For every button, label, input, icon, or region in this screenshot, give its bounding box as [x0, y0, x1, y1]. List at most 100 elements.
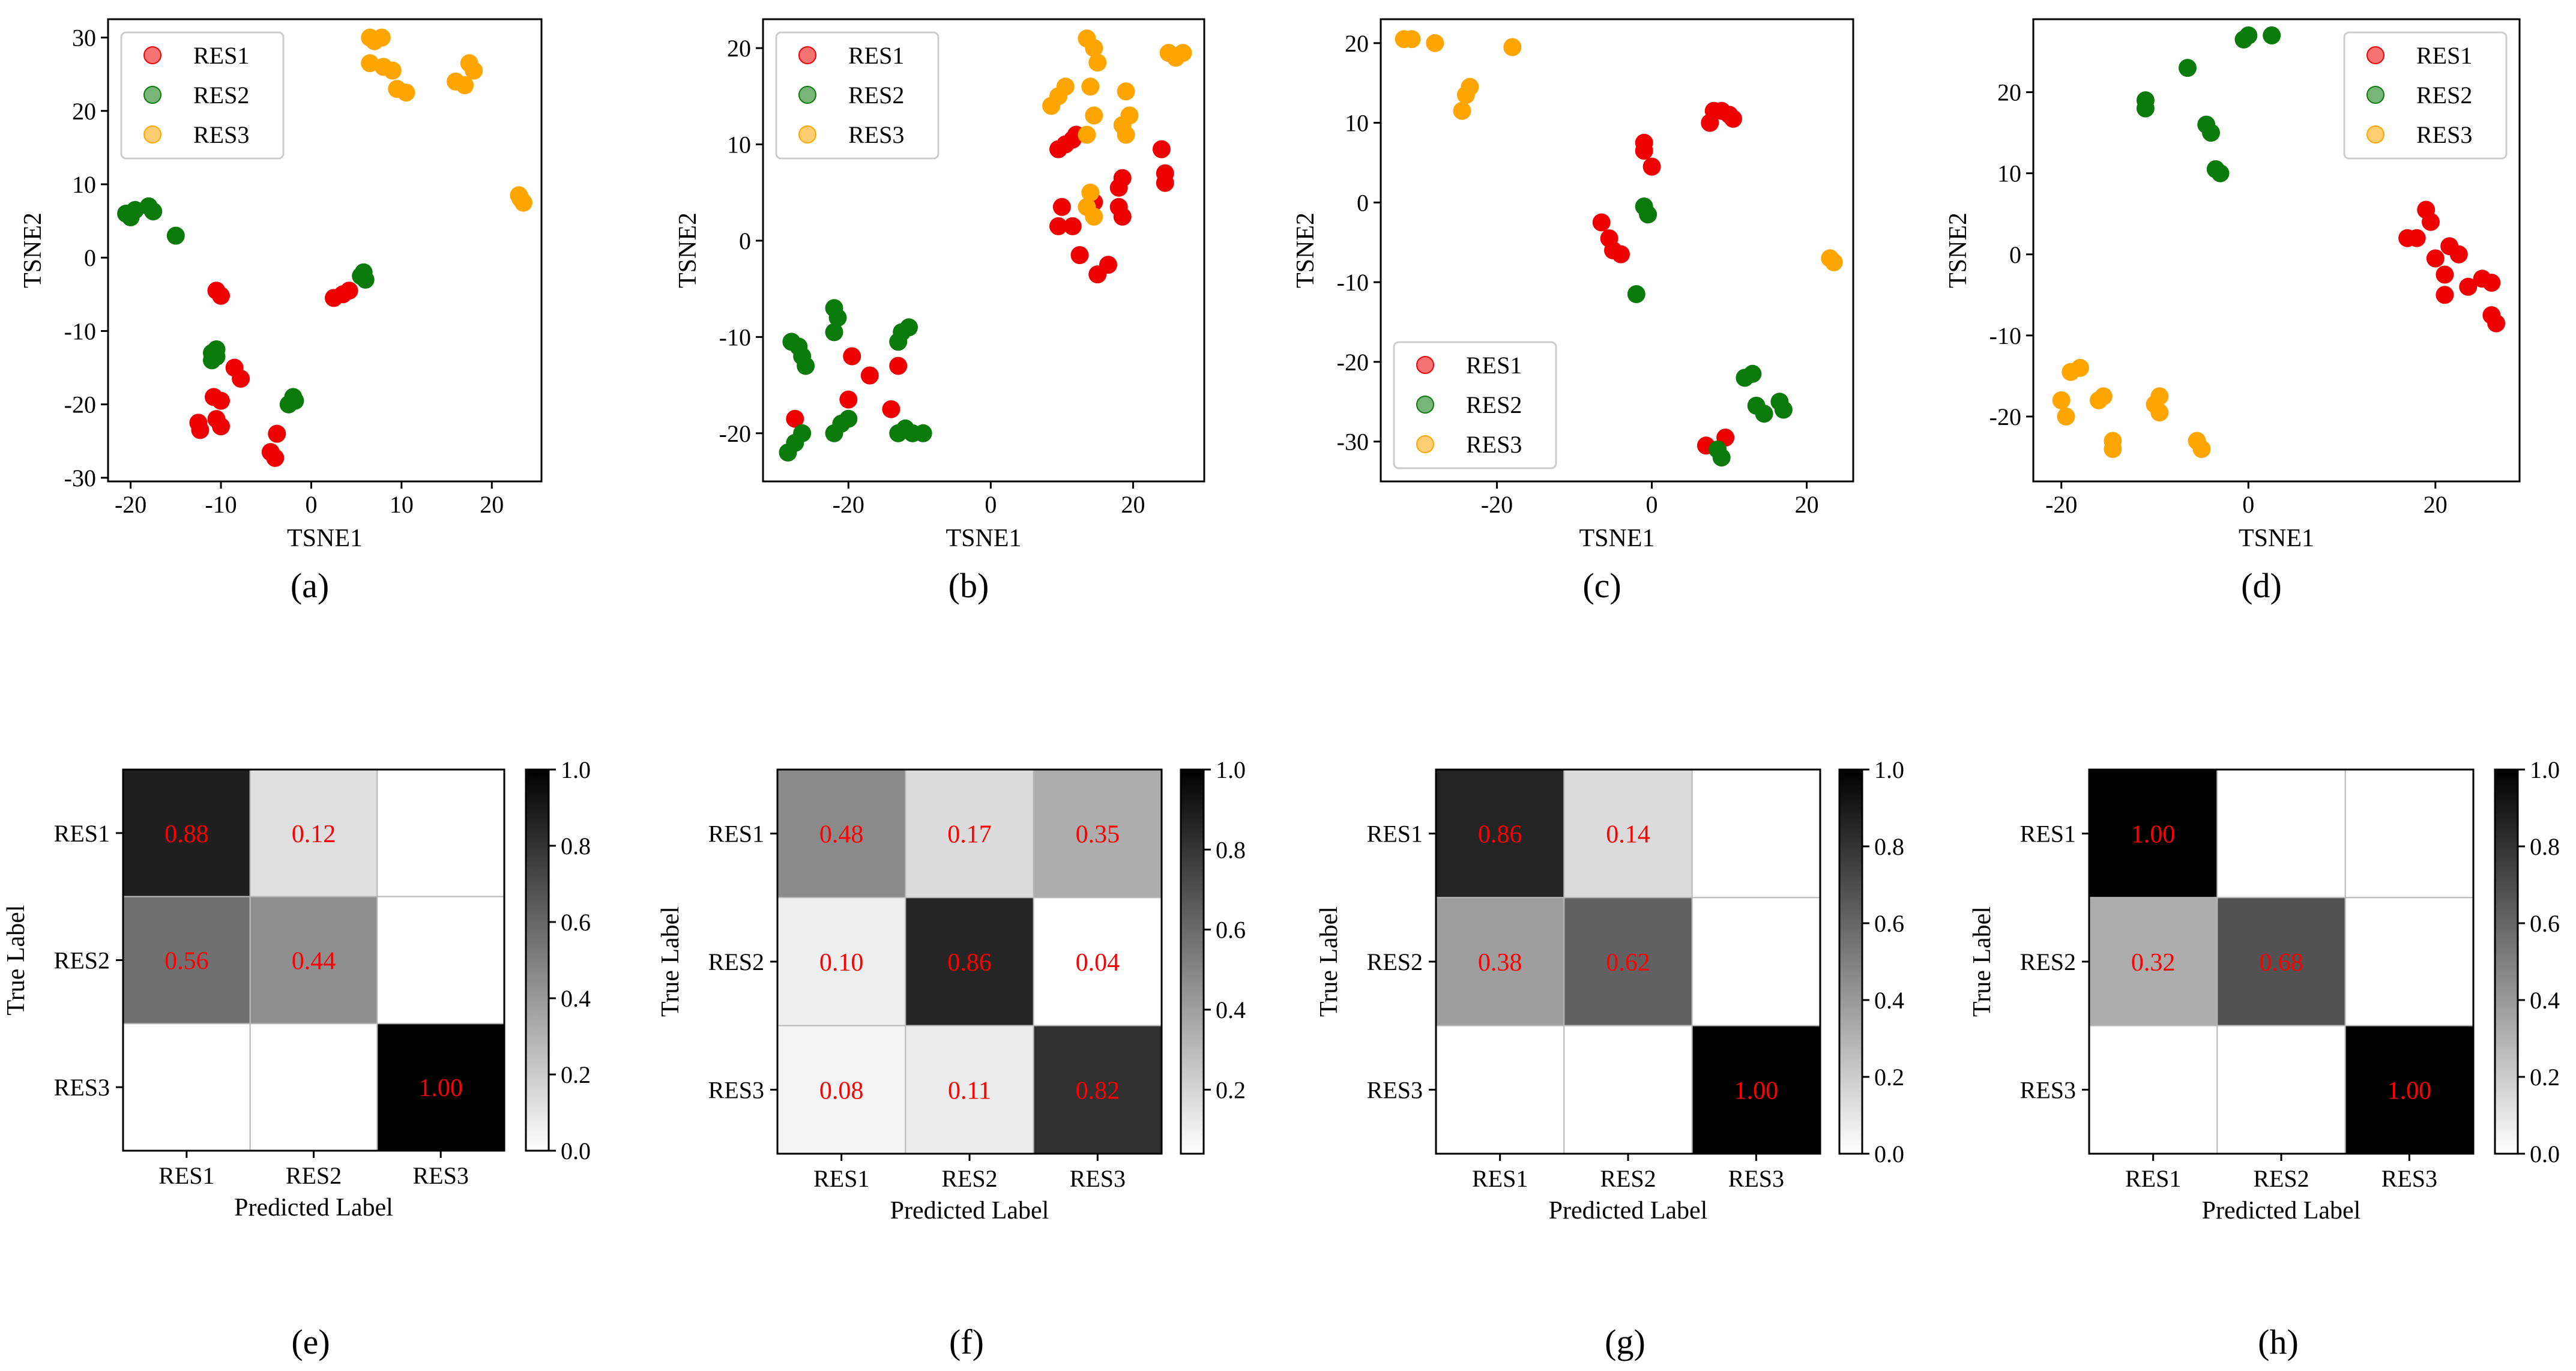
legend-marker-res2: [143, 86, 161, 104]
matrix-cell-value: 0.10: [819, 949, 864, 977]
y-axis-label: True Label: [1315, 906, 1343, 1017]
matrix-cell-value: 1.00: [418, 1074, 463, 1102]
scatter-point-res1: [1113, 207, 1132, 226]
x-tick-label: RES3: [2381, 1165, 2437, 1192]
scatter-point-res1: [1635, 142, 1653, 160]
legend-marker-res3: [798, 125, 816, 143]
legend-label: RES3: [1466, 431, 1522, 458]
colorbar-tick-label: 0.2: [1216, 1076, 1246, 1103]
scatter-point-res2: [1639, 205, 1658, 224]
x-axis-label: TSNE1: [287, 525, 363, 552]
legend: RES1 RES2 RES3: [120, 31, 285, 160]
colorbar-tick-label: 1.0: [1216, 756, 1246, 783]
y-tick-label: 0: [739, 227, 751, 255]
matrix-cell-value: 0.32: [2131, 949, 2176, 977]
colorbar-tick-label: 0.6: [1216, 917, 1246, 944]
matrix-cell: [376, 769, 505, 897]
y-tick-label: RES2: [708, 948, 764, 975]
matrix-cell: [376, 1023, 505, 1152]
scatter-point-res1: [212, 286, 230, 305]
x-tick-label: -20: [833, 491, 864, 518]
scatter-point-res3: [1085, 207, 1103, 226]
x-tick-label: RES1: [158, 1162, 214, 1189]
matrix-cell: [1435, 769, 1565, 899]
colorbar-tick-label: 0.8: [561, 833, 591, 860]
colorbar: [1180, 768, 1205, 1155]
matrix-cell: [249, 1023, 378, 1152]
scatter-point-res2: [797, 357, 815, 375]
scatter-point-res2: [207, 340, 226, 358]
matrix-cell: [1691, 769, 1821, 899]
y-tick-label: RES3: [54, 1074, 110, 1101]
scatter-point-res1: [1612, 245, 1630, 264]
y-tick-label: RES3: [1367, 1076, 1423, 1103]
x-tick-label: RES1: [2125, 1165, 2181, 1192]
matrix-cell: [2344, 897, 2475, 1026]
legend-marker-res1: [798, 46, 816, 64]
scatter-point-res3: [2150, 387, 2169, 406]
x-tick-label: RES1: [813, 1165, 869, 1192]
scatter-point-res1: [1063, 217, 1082, 235]
matrix-cell: [777, 769, 906, 899]
scatter-point-res1: [1070, 246, 1089, 264]
colorbar: [525, 768, 550, 1152]
scatter-point-res3: [456, 76, 474, 94]
y-tick-label: 20: [72, 98, 96, 125]
matrix-cell: [122, 769, 251, 897]
scatter-point-res3: [465, 61, 483, 80]
x-tick-label: 20: [1795, 491, 1819, 518]
y-tick-label: -10: [64, 318, 96, 345]
y-tick-label: RES3: [708, 1076, 764, 1103]
matrix-cell: [1563, 1025, 1693, 1154]
colorbar: [2494, 768, 2519, 1155]
legend-label: RES2: [1466, 391, 1522, 418]
scatter-point-res1: [1724, 109, 1742, 128]
scatter-point-res3: [1461, 77, 1479, 96]
y-tick-label: 0: [84, 244, 96, 271]
matrix-cell-value: 0.38: [1478, 949, 1522, 977]
colorbar-tick-label: 0.4: [1874, 987, 1904, 1014]
scatter-point-res2: [2263, 26, 2281, 44]
matrix-cell: [2216, 897, 2346, 1026]
legend-label: RES2: [848, 82, 904, 109]
matrix-cell: [376, 896, 505, 1025]
y-tick-label: RES1: [54, 820, 110, 847]
colorbar-tick-label: 0.4: [2530, 987, 2560, 1014]
matrix-cell-value: 0.11: [948, 1077, 991, 1104]
scatter-point-res2: [166, 226, 185, 245]
panel-caption: (e): [291, 1322, 330, 1361]
scatter-point-res1: [1113, 169, 1132, 187]
y-tick-label: RES1: [1367, 821, 1423, 848]
legend-label: RES2: [2416, 82, 2472, 109]
legend: RES1 RES2 RES3: [2343, 31, 2508, 160]
scatter-points: [2052, 26, 2506, 458]
matrix-cell-value: 0.56: [164, 948, 209, 975]
y-tick-label: -20: [1989, 403, 2021, 430]
y-axis-label: TSNE2: [1944, 212, 1972, 288]
matrix-cell-value: 0.82: [1076, 1077, 1120, 1104]
y-tick-label: 20: [727, 35, 751, 62]
colorbar-tick-label: 0.6: [1874, 910, 1904, 937]
scatter-point-res3: [1081, 183, 1100, 202]
x-axis-label: TSNE1: [946, 525, 1022, 552]
scatter-panel-d: -20 0 20 -20 -10 0 10 20 TSNE1 TSNE2 RES1 RES2 RES3 (…: [1944, 18, 2521, 605]
matrix-cell-value: 0.62: [1606, 949, 1650, 977]
scatter-point-res1: [1152, 140, 1171, 158]
legend-box: [1393, 341, 1557, 469]
x-tick-label: 20: [2424, 491, 2448, 518]
y-axis-label: True Label: [657, 906, 684, 1017]
panel-caption: (b): [949, 566, 989, 605]
x-axis-label: Predicted Label: [2202, 1197, 2361, 1225]
colorbar-tick-label: 0.0: [561, 1137, 591, 1165]
scatter-point-res3: [1402, 30, 1421, 49]
scatter-point-res2: [825, 323, 843, 342]
y-tick-label: -20: [64, 391, 96, 418]
legend-marker-res2: [798, 86, 816, 104]
x-tick-label: 20: [480, 491, 504, 518]
legend-label: RES2: [193, 82, 249, 109]
legend-marker-res3: [2366, 125, 2384, 143]
legend-label: RES1: [1466, 352, 1522, 379]
legend-label: RES1: [2416, 42, 2472, 69]
scatter-point-res3: [397, 83, 415, 102]
